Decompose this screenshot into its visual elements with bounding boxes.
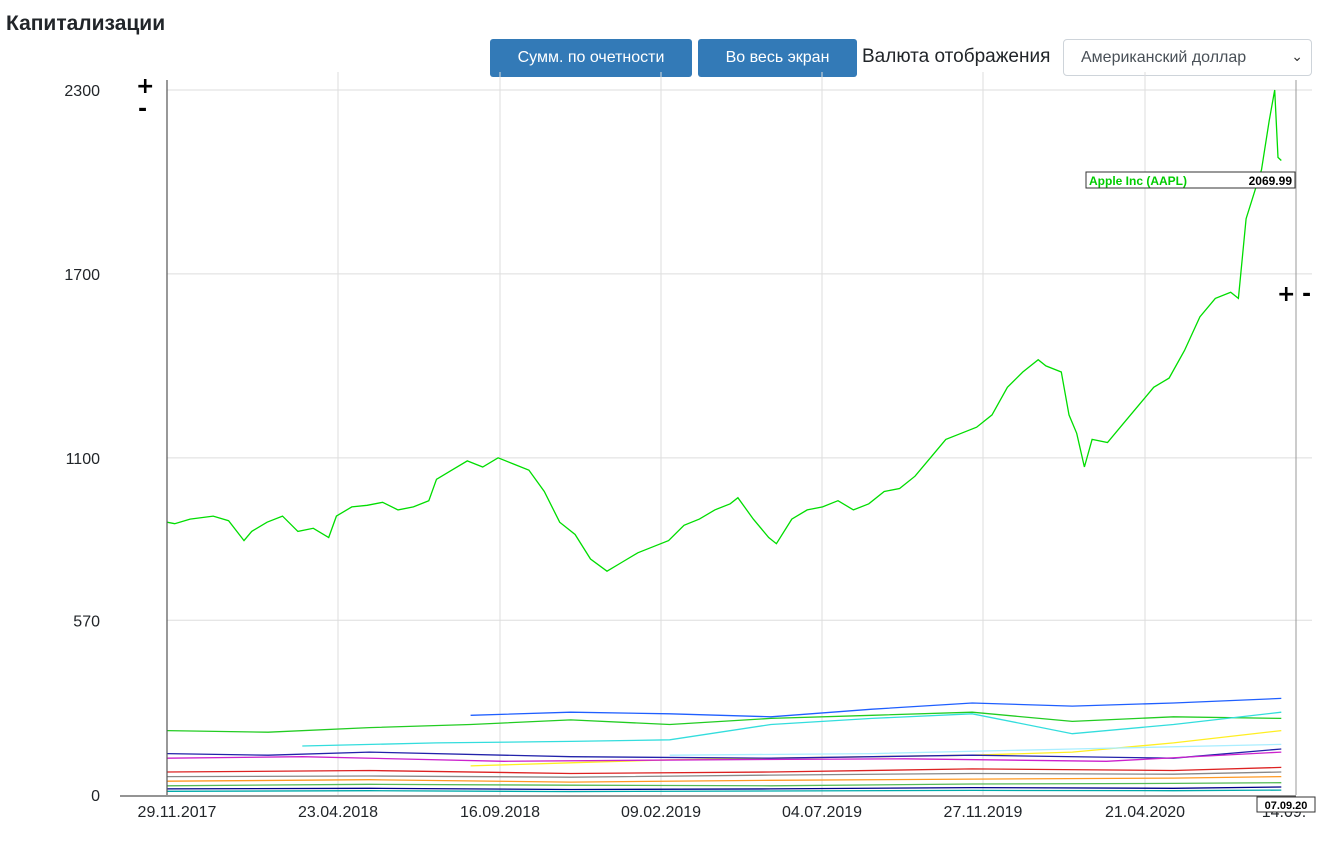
x-tick-label: 27.11.2019	[944, 804, 1023, 821]
currency-select[interactable]: Американский доллар ⌄	[1063, 39, 1312, 76]
currency-selected-value: Американский доллар	[1081, 49, 1247, 66]
cursor-date-box	[1256, 796, 1316, 813]
page-title: Капитализации	[6, 12, 166, 35]
tooltip-value: 2069.99	[1249, 174, 1293, 188]
tooltip-box	[1085, 171, 1296, 189]
series-lines	[166, 89, 1282, 793]
y-tick-label: 570	[73, 613, 100, 630]
series-line	[166, 766, 1282, 775]
x-tick-label: 21.04.2020	[1105, 804, 1185, 821]
x-tick-label: 04.07.2019	[782, 804, 862, 821]
chevron-down-icon: ⌄	[1291, 48, 1303, 64]
y-zoom-out-button[interactable]: -	[138, 97, 148, 122]
series-line	[166, 782, 1282, 787]
x-zoom-in-button[interactable]: +	[1277, 282, 1296, 307]
tick-labels: 0 570 1100 1700 2300 29.11.2017 23.04.2018 16.0…	[64, 83, 1306, 821]
cursor-date: 07.09.20	[1265, 800, 1308, 812]
series-line	[166, 786, 1282, 791]
series-line	[166, 711, 1282, 733]
y-zoom-in-button[interactable]: +	[136, 74, 155, 99]
series-line	[470, 697, 1282, 718]
x-tick-label: 29.11.2017	[138, 804, 217, 821]
series-line	[166, 789, 1282, 793]
currency-label: Валюта отображения	[862, 46, 1051, 67]
x-tick-label: 16.09.2018	[460, 804, 540, 821]
series-line-aapl	[166, 89, 1282, 572]
series-line	[166, 751, 1282, 762]
tooltip-series-name: Apple Inc (AAPL)	[1089, 174, 1187, 188]
fullscreen-button[interactable]: Во весь экран	[698, 39, 857, 77]
series-line	[669, 743, 1282, 756]
y-tick-label: 0	[91, 788, 100, 805]
sum-by-reporting-button[interactable]: Сумм. по очетности	[490, 39, 692, 77]
y-tick-label: 1700	[64, 267, 100, 284]
y-tick-label: 2300	[64, 83, 100, 100]
series-line	[166, 748, 1282, 759]
series-line	[302, 711, 1282, 747]
overlay: Apple Inc (AAPL) 2069.99 07.09.20	[1085, 80, 1316, 813]
x-zoom-out-button[interactable]: -	[1302, 282, 1312, 307]
axes	[120, 80, 1296, 797]
x-tick-label: 23.04.2018	[298, 804, 378, 821]
y-tick-label: 1100	[66, 451, 101, 468]
x-tick-label: 09.02.2019	[621, 804, 701, 821]
series-line	[166, 771, 1282, 778]
series-line	[166, 775, 1282, 783]
grid	[167, 72, 1312, 795]
